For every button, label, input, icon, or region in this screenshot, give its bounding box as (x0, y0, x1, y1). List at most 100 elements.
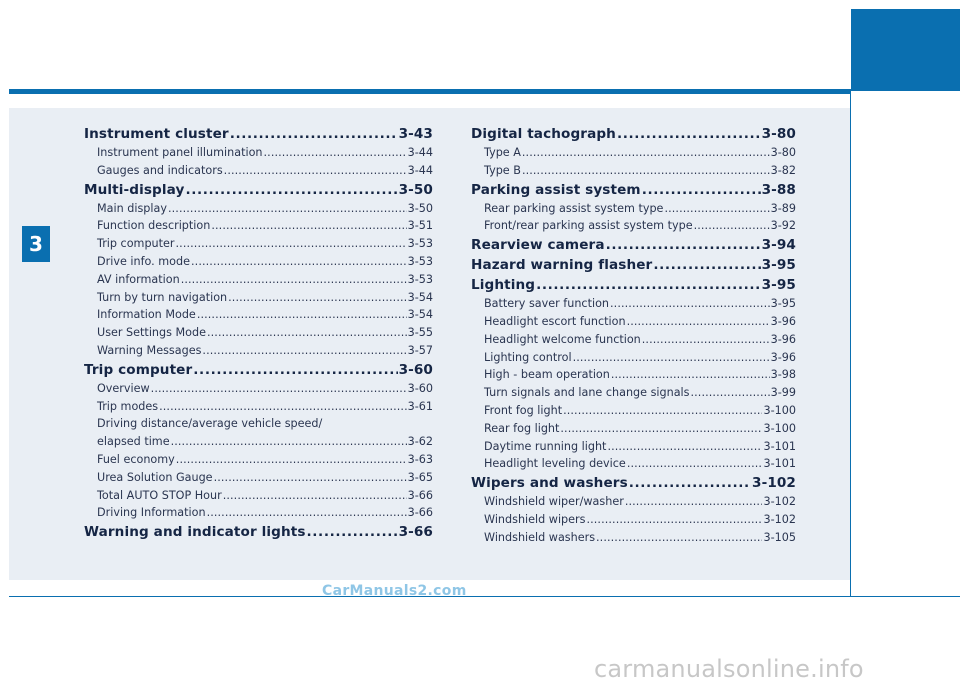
toc-entry-page: 3-95 (770, 297, 796, 311)
toc-dot-leader (536, 275, 760, 295)
toc-subsection-entry[interactable]: Windshield washers 3-105 (471, 529, 796, 547)
toc-dot-leader (307, 522, 398, 542)
toc-entry-title: Headlight escort function (484, 314, 626, 328)
toc-subsection-entry[interactable]: Front/rear parking assist system type 3-9… (471, 217, 796, 235)
toc-entry-title: Driving Information (97, 506, 206, 520)
toc-dot-leader (642, 331, 770, 349)
toc-entry-title: Lighting control (484, 350, 572, 364)
toc-entry-title: Information Mode (97, 308, 196, 322)
toc-subsection-entry[interactable]: Rear parking assist system type 3-89 (471, 200, 796, 218)
toc-entry-title: Wipers and washers (471, 475, 628, 492)
toc-subsection-entry[interactable]: Driving distance/average vehicle speed/ (84, 415, 433, 433)
toc-section-entry[interactable]: Rearview camera 3-94 (471, 235, 796, 255)
toc-subsection-entry[interactable]: Headlight leveling device 3-101 (471, 455, 796, 473)
toc-subsection-entry[interactable]: Windshield wipers 3-102 (471, 511, 796, 529)
toc-subsection-entry[interactable]: Drive info. mode 3-53 (84, 253, 433, 271)
toc-entry-page: 3-50 (407, 201, 433, 215)
toc-entry-title: Main display (97, 201, 167, 215)
toc-entry-page: 3-102 (763, 495, 796, 509)
toc-section-entry[interactable]: Lighting 3-95 (471, 275, 796, 295)
toc-subsection-entry[interactable]: Turn signals and lane change signals 3-99 (471, 384, 796, 402)
toc-section-entry[interactable]: Wipers and washers 3-102 (471, 473, 796, 493)
toc-section-entry[interactable]: Multi-display 3-50 (84, 180, 433, 200)
toc-section-entry[interactable]: Trip computer 3-60 (84, 360, 433, 380)
toc-section-entry[interactable]: Hazard warning flasher 3-95 (471, 255, 796, 275)
toc-entry-page: 3-44 (407, 163, 433, 177)
toc-entry-title: Front/rear parking assist system type (484, 219, 693, 233)
toc-dot-leader (197, 306, 407, 324)
toc-subsection-entry[interactable]: Urea Solution Gauge 3-65 (84, 469, 433, 487)
toc-subsection-entry[interactable]: Battery saver function 3-95 (471, 295, 796, 313)
toc-subsection-entry[interactable]: Headlight welcome function 3-96 (471, 331, 796, 349)
toc-subsection-entry[interactable]: Lighting control 3-96 (471, 349, 796, 367)
toc-entry-title: elapsed time (97, 435, 170, 449)
toc-subsection-entry[interactable]: elapsed time 3-62 (84, 433, 433, 451)
toc-dot-leader (573, 349, 770, 367)
toc-subsection-entry[interactable]: Warning Messages 3-57 (84, 342, 433, 360)
toc-dot-leader (664, 200, 769, 218)
toc-dot-leader (230, 124, 398, 144)
toc-subsection-entry[interactable]: Turn by turn navigation 3-54 (84, 289, 433, 307)
toc-entry-title: Total AUTO STOP Hour (97, 488, 222, 502)
toc-entry-title: Instrument cluster (84, 126, 229, 142)
toc-entry-page: 3-100 (763, 421, 796, 435)
toc-subsection-entry[interactable]: Overview 3-60 (84, 380, 433, 398)
toc-entry-title: Rear fog light (484, 421, 560, 435)
toc-section-entry[interactable]: Instrument cluster 3-43 (84, 124, 433, 144)
toc-subsection-entry[interactable]: Trip computer 3-53 (84, 235, 433, 253)
toc-entry-title: Rear parking assist system type (484, 201, 664, 215)
toc-entry-page: 3-80 (770, 146, 796, 159)
toc-entry-title: Function description (97, 219, 211, 233)
toc-entry-title: Trip modes (97, 399, 159, 413)
toc-entry-title: Driving distance/average vehicle speed/ (97, 417, 323, 431)
toc-subsection-entry[interactable]: Total AUTO STOP Hour 3-66 (84, 487, 433, 505)
toc-dot-leader (207, 324, 407, 342)
toc-subsection-entry[interactable]: Information Mode 3-54 (84, 306, 433, 324)
toc-subsection-entry[interactable]: Rear fog light 3-100 (471, 420, 796, 438)
toc-entry-title: Drive info. mode (97, 254, 191, 268)
toc-entry-page: 3-101 (763, 439, 796, 453)
toc-subsection-entry[interactable]: Main display 3-50 (84, 200, 433, 218)
toc-entry-page: 3-62 (407, 435, 433, 449)
toc-entry-page: 3-63 (407, 452, 433, 466)
toc-dot-leader (171, 433, 407, 451)
toc-subsection-entry[interactable]: Type A 3-80 (471, 144, 796, 162)
toc-entry-title: Urea Solution Gauge (97, 470, 213, 484)
toc-entry-page: 3-43 (398, 126, 433, 142)
toc-subsection-entry[interactable]: Headlight escort function 3-96 (471, 313, 796, 331)
toc-subsection-entry[interactable]: Instrument panel illumination 3-44 (84, 144, 433, 162)
toc-section-entry[interactable]: Parking assist system 3-88 (471, 180, 796, 200)
toc-entry-page: 3-95 (761, 277, 796, 294)
toc-subsection-entry[interactable]: Type B 3-82 (471, 162, 796, 180)
toc-section-entry[interactable]: Digital tachograph 3-80 (471, 124, 796, 144)
toc-entry-page: 3-99 (770, 386, 796, 400)
toc-subsection-entry[interactable]: Fuel economy 3-63 (84, 451, 433, 469)
toc-subsection-entry[interactable]: Trip modes 3-61 (84, 398, 433, 416)
toc-entry-title: Parking assist system (471, 181, 641, 198)
toc-dot-leader (596, 529, 762, 547)
toc-entry-page: 3-66 (407, 488, 433, 502)
toc-entry-page: 3-101 (763, 457, 796, 471)
toc-subsection-entry[interactable]: High - beam operation 3-98 (471, 366, 796, 384)
toc-subsection-entry[interactable]: Windshield wiper/washer 3-102 (471, 493, 796, 511)
toc-subsection-entry[interactable]: AV information 3-53 (84, 271, 433, 289)
toc-subsection-entry[interactable]: User Settings Mode 3-55 (84, 324, 433, 342)
toc-subsection-entry[interactable]: Daytime running light 3-101 (471, 438, 796, 456)
toc-subsection-entry[interactable]: Front fog light 3-100 (471, 402, 796, 420)
toc-entry-title: Hazard warning flasher (471, 257, 653, 274)
toc-entry-title: Front fog light (484, 403, 563, 417)
toc-dot-leader (627, 455, 763, 473)
toc-dot-leader (151, 380, 407, 398)
toc-subsection-entry[interactable]: Gauges and indicators 3-44 (84, 162, 433, 180)
toc-dot-leader (264, 144, 407, 162)
toc-dot-leader (610, 295, 770, 313)
toc-subsection-entry[interactable]: Function description 3-51 (84, 217, 433, 235)
toc-entry-page: 3-44 (407, 146, 433, 159)
toc-subsection-entry[interactable]: Driving Information 3-66 (84, 504, 433, 522)
toc-dot-leader (522, 144, 770, 162)
toc-section-entry[interactable]: Warning and indicator lights 3-66 (84, 522, 433, 542)
toc-entry-page: 3-98 (770, 368, 796, 382)
toc-dot-leader (185, 180, 397, 200)
toc-entry-page: 3-82 (770, 163, 796, 177)
toc-dot-leader (611, 366, 770, 384)
